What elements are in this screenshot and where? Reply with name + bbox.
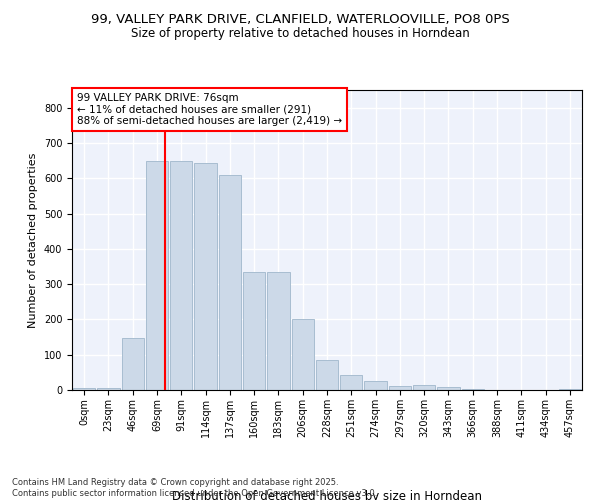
Bar [73,388,95,390]
Bar [218,174,241,390]
Text: 99, VALLEY PARK DRIVE, CLANFIELD, WATERLOOVILLE, PO8 0PS: 99, VALLEY PARK DRIVE, CLANFIELD, WATERL… [91,12,509,26]
Bar [194,163,217,390]
Bar [437,387,460,390]
Bar [243,272,265,390]
Bar [146,160,168,390]
Bar [267,272,290,390]
X-axis label: Distribution of detached houses by size in Horndean: Distribution of detached houses by size … [172,490,482,500]
Bar [364,381,387,390]
Text: 99 VALLEY PARK DRIVE: 76sqm
← 11% of detached houses are smaller (291)
88% of se: 99 VALLEY PARK DRIVE: 76sqm ← 11% of det… [77,93,342,126]
Bar [97,388,119,390]
Bar [122,338,144,390]
Bar [559,388,581,390]
Y-axis label: Number of detached properties: Number of detached properties [28,152,38,328]
Bar [292,320,314,390]
Bar [461,388,484,390]
Bar [340,375,362,390]
Text: Size of property relative to detached houses in Horndean: Size of property relative to detached ho… [131,28,469,40]
Bar [389,386,411,390]
Bar [316,360,338,390]
Bar [413,386,436,390]
Text: Contains HM Land Registry data © Crown copyright and database right 2025.
Contai: Contains HM Land Registry data © Crown c… [12,478,377,498]
Bar [170,162,193,390]
